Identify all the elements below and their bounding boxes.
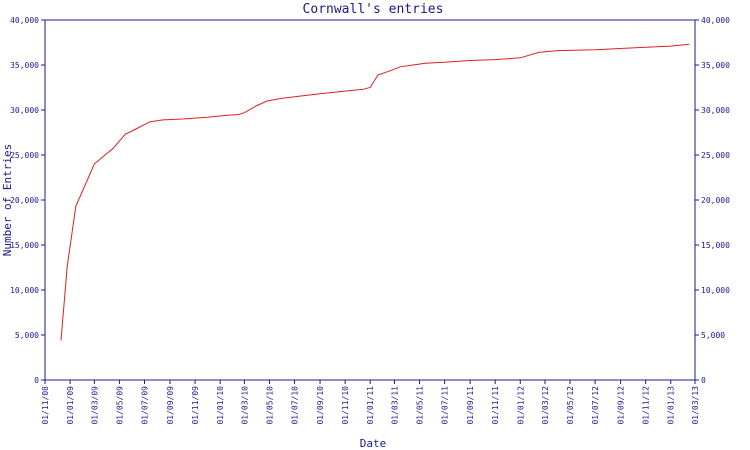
x-tick-label: 01/09/10 bbox=[316, 386, 325, 425]
y-tick-label-right: 40,000 bbox=[701, 16, 730, 25]
y-tick-label-right: 5,000 bbox=[701, 331, 725, 340]
x-tick-label: 01/01/11 bbox=[366, 386, 375, 425]
x-tick-label: 01/05/12 bbox=[566, 386, 575, 425]
x-axis-label: Date bbox=[360, 437, 387, 450]
y-tick-label-right: 25,000 bbox=[701, 151, 730, 160]
plot-frame bbox=[44, 19, 696, 381]
x-tick-label: 01/01/09 bbox=[66, 386, 75, 425]
x-ticks: 01/11/08 01/01/09 01/03/09 01/05/09 01/07/09… bbox=[41, 380, 700, 425]
y-tick-label-left: 25,000 bbox=[10, 151, 39, 160]
x-tick-label: 01/11/11 bbox=[491, 386, 500, 425]
x-tick-label: 01/05/09 bbox=[115, 386, 124, 425]
x-tick-label: 01/03/10 bbox=[240, 386, 249, 425]
x-tick-label: 01/03/09 bbox=[90, 386, 99, 425]
x-tick-label: 01/07/12 bbox=[591, 386, 600, 425]
series bbox=[60, 43, 690, 341]
x-tick-label: 01/03/12 bbox=[541, 386, 550, 425]
x-tick-label: 01/05/11 bbox=[416, 386, 425, 425]
x-tick-label: 01/11/12 bbox=[642, 386, 651, 425]
y-tick-label-right: 35,000 bbox=[701, 61, 730, 70]
y-tick-label-left: 15,000 bbox=[10, 241, 39, 250]
y-tick-label-right: 20,000 bbox=[701, 196, 730, 205]
series-line bbox=[60, 43, 690, 341]
x-tick-label: 01/01/10 bbox=[216, 386, 225, 425]
y-tick-label-left: 30,000 bbox=[10, 106, 39, 115]
x-tick-label: 01/11/09 bbox=[191, 386, 200, 425]
x-tick-label: 01/11/10 bbox=[341, 386, 350, 425]
x-tick-label: 01/03/11 bbox=[390, 386, 399, 425]
x-tick-label: 01/07/11 bbox=[441, 386, 450, 425]
x-tick-label: 01/09/11 bbox=[466, 386, 475, 425]
y-tick-label-right: 15,000 bbox=[701, 241, 730, 250]
x-tick-label: 01/05/10 bbox=[265, 386, 274, 425]
y-tick-label-left: 40,000 bbox=[10, 16, 39, 25]
x-tick-label: 01/01/12 bbox=[516, 386, 525, 425]
y-ticks: 0 0 5,000 5,000 10,000 10,000 15,000 15,000 20,0… bbox=[10, 16, 730, 385]
y-tick-label-left: 0 bbox=[34, 376, 39, 385]
x-tick-label: 01/09/09 bbox=[166, 386, 175, 425]
y-tick-label-left: 20,000 bbox=[10, 196, 39, 205]
y-tick-label-right: 30,000 bbox=[701, 106, 730, 115]
x-tick-label: 01/07/09 bbox=[140, 386, 149, 425]
y-tick-label-left: 5,000 bbox=[15, 331, 39, 340]
x-tick-label: 01/01/13 bbox=[667, 386, 676, 425]
y-axis-label: Number of Entries bbox=[1, 144, 14, 257]
x-tick-label: 01/03/13 bbox=[691, 386, 700, 425]
y-tick-label-left: 35,000 bbox=[10, 61, 39, 70]
y-tick-label-left: 10,000 bbox=[10, 286, 39, 295]
y-tick-label-right: 0 bbox=[701, 376, 706, 385]
y-tick-label-right: 10,000 bbox=[701, 286, 730, 295]
chart-title: Cornwall's entries bbox=[303, 2, 444, 17]
x-tick-label: 01/07/10 bbox=[291, 386, 300, 425]
x-tick-label: 01/09/12 bbox=[617, 386, 626, 425]
x-tick-label: 01/11/08 bbox=[41, 386, 50, 425]
